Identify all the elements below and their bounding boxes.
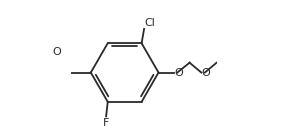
Text: O: O xyxy=(174,68,183,78)
Text: O: O xyxy=(202,68,211,78)
Text: O: O xyxy=(52,47,61,57)
Text: Cl: Cl xyxy=(145,18,156,28)
Text: F: F xyxy=(103,118,109,128)
